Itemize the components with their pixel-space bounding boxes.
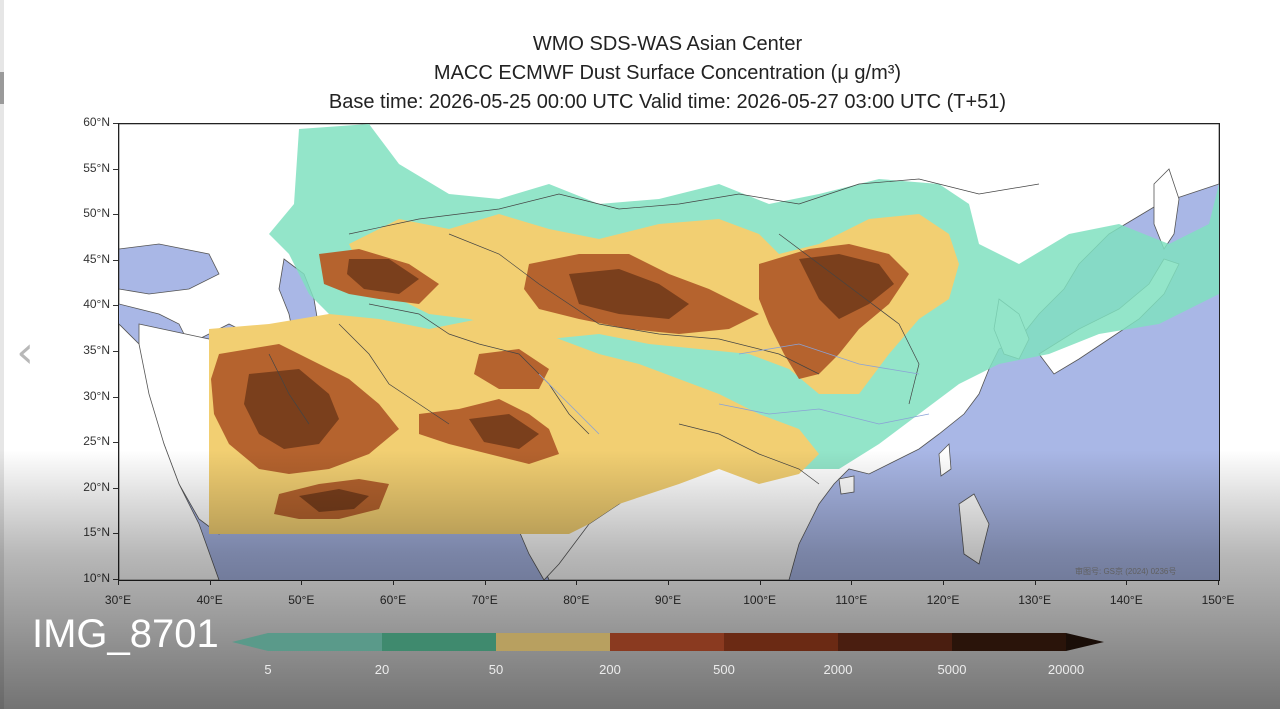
dust-concentration-map bbox=[118, 123, 1220, 581]
lon-tick-label: 60°E bbox=[379, 593, 407, 607]
lat-tick-label: 50°N bbox=[83, 206, 110, 221]
colorbar-label: 5000 bbox=[937, 662, 967, 677]
lon-tick-label: 130°E bbox=[1018, 593, 1052, 607]
lat-tick-label: 55°N bbox=[83, 160, 110, 175]
colorbar-segment bbox=[838, 633, 952, 651]
lon-tick-label: 40°E bbox=[196, 593, 223, 607]
lon-tick-label: 150°E bbox=[1201, 593, 1235, 607]
colorbar-label: 2000 bbox=[823, 662, 853, 677]
lon-tick-label: 100°E bbox=[743, 593, 777, 607]
lon-tick-label: 80°E bbox=[563, 593, 590, 607]
lon-tick-label: 120°E bbox=[926, 593, 960, 607]
figure-title-3: Base time: 2026-05-25 00:00 UTC Valid ti… bbox=[328, 91, 1007, 113]
lon-tick-label: 90°E bbox=[654, 593, 682, 607]
lat-tick-label: 35°N bbox=[83, 343, 110, 357]
lat-tick-label: 25°N bbox=[83, 434, 110, 449]
lat-tick-label: 40°N bbox=[83, 297, 110, 312]
colorbar-left-extend bbox=[232, 633, 268, 651]
colorbar-segment bbox=[952, 633, 1066, 651]
dust-brown-region bbox=[211, 244, 909, 519]
rivers bbox=[538, 343, 930, 435]
lon-tick-label: 70°E bbox=[471, 593, 498, 607]
lat-tick-label: 20°N bbox=[83, 479, 110, 494]
lon-tick-label: 30°E bbox=[104, 593, 132, 607]
dust-dark-region bbox=[244, 254, 894, 512]
map-canvas bbox=[119, 124, 1219, 580]
left-edge bbox=[0, 0, 4, 709]
lat-tick-label: 30°N bbox=[83, 388, 110, 403]
colorbar-segment bbox=[496, 633, 610, 651]
image-caption: IMG_8701 bbox=[32, 612, 219, 656]
colorbar-label: 20000 bbox=[1047, 662, 1085, 677]
lat-tick-label: 60°N bbox=[83, 115, 110, 129]
colorbar-label: 200 bbox=[599, 662, 621, 677]
colorbar-label: 20 bbox=[374, 662, 390, 677]
lat-tick-label: 10°N bbox=[83, 571, 110, 585]
lat-tick-label: 15°N bbox=[83, 525, 110, 540]
colorbar-segment bbox=[268, 633, 382, 651]
colorbar-segment bbox=[724, 633, 838, 651]
lon-tick-label: 50°E bbox=[288, 593, 315, 607]
left-edge-tab bbox=[0, 72, 4, 104]
colorbar-right-extend bbox=[1066, 633, 1104, 651]
lon-tick-label: 140°E bbox=[1109, 593, 1143, 607]
previous-image-button[interactable]: ‹ bbox=[10, 330, 40, 376]
chevron-left-icon: ‹ bbox=[16, 327, 34, 378]
colorbar-label: 500 bbox=[713, 662, 735, 677]
lon-tick-label: 110°E bbox=[835, 593, 868, 607]
colorbar-segment bbox=[382, 633, 496, 651]
colorbar-segment bbox=[610, 633, 724, 651]
land-hokkaido bbox=[1153, 168, 1180, 250]
colorbar bbox=[232, 633, 1104, 651]
colorbar-label: 5 bbox=[264, 662, 272, 677]
lat-tick-label: 45°N bbox=[83, 251, 110, 266]
figure-title-1: WMO SDS-WAS Asian Center bbox=[532, 33, 803, 55]
figure-titles: WMO SDS-WAS Asian Center MACC ECMWF Dust… bbox=[200, 30, 1135, 117]
figure-title-2: MACC ECMWF Dust Surface Concentration (μ… bbox=[433, 62, 902, 84]
black-sea bbox=[119, 243, 220, 295]
map-approval-watermark: 审图号: GS京 (2024) 0236号 bbox=[1075, 567, 1177, 576]
land-hainan bbox=[838, 475, 855, 495]
colorbar-label: 50 bbox=[488, 662, 504, 677]
